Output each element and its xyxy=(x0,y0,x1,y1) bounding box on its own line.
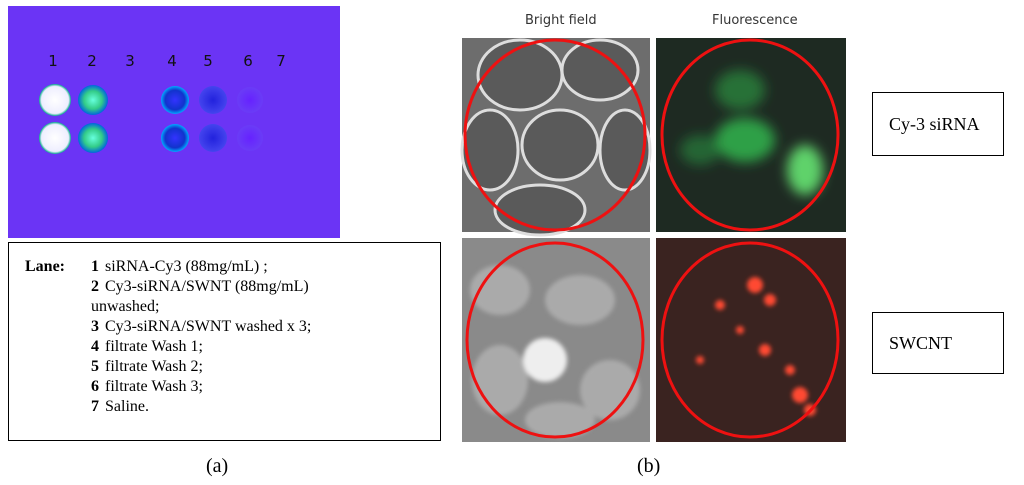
lane-number: 7 xyxy=(276,52,286,70)
legend-item: 2 Cy3-siRNA/SWNT (88mg/mL) unwashed; xyxy=(91,277,353,317)
lane-id: 1 xyxy=(91,258,99,275)
lane-description: siRNA-Cy3 (88mg/mL) ; xyxy=(105,258,268,275)
lane-number: 3 xyxy=(125,52,135,70)
lane-number: 5 xyxy=(203,52,213,70)
column-header: Bright field xyxy=(525,13,597,28)
legend-box: Lane: 1 siRNA-Cy3 (88mg/mL) ; 2 Cy3-siRNA/S… xyxy=(8,242,441,441)
row-label: SWCNT xyxy=(872,312,1004,374)
lane-description: Saline. xyxy=(105,398,149,415)
lane-id: 3 xyxy=(91,318,99,335)
gel-spots xyxy=(39,84,263,154)
lane-numbers: 1 2 3 4 5 6 7 xyxy=(48,52,286,70)
row-label: Cy-3 siRNA xyxy=(872,92,1004,156)
lane-description: Cy3-siRNA/SWNT washed x 3; xyxy=(105,318,312,335)
lane-id: 4 xyxy=(91,338,99,355)
legend-item: 3 Cy3-siRNA/SWNT washed x 3; xyxy=(91,317,353,337)
bright-field-cy3 xyxy=(460,38,652,237)
lane-number: 4 xyxy=(167,52,177,70)
caption-a: (a) xyxy=(206,455,229,477)
legend-heading: Lane: xyxy=(25,258,65,275)
legend-item: 7 Saline. xyxy=(91,397,353,417)
legend-item: 6 filtrate Wash 3; xyxy=(91,377,353,397)
lane-description: filtrate Wash 3; xyxy=(105,378,203,395)
lane-id: 6 xyxy=(91,378,99,395)
lane-number: 6 xyxy=(243,52,253,70)
lane-description: filtrate Wash 2; xyxy=(105,358,203,375)
lane-number: 2 xyxy=(87,52,97,70)
lane-number: 1 xyxy=(48,52,58,70)
legend-list: 1 siRNA-Cy3 (88mg/mL) ; 2 Cy3-siRNA/SWNT (8… xyxy=(91,257,353,417)
legend-item: 1 siRNA-Cy3 (88mg/mL) ; xyxy=(91,257,353,277)
lane-id: 2 xyxy=(91,278,99,295)
lane-id: 7 xyxy=(91,398,99,415)
legend-item: 5 filtrate Wash 2; xyxy=(91,357,353,377)
bright-field-swcnt xyxy=(462,238,650,442)
lane-id: 5 xyxy=(91,358,99,375)
fluorescence-swcnt xyxy=(656,238,846,442)
lane-description: Cy3-siRNA/SWNT (88mg/mL) unwashed; xyxy=(91,278,309,315)
caption-b: (b) xyxy=(637,455,661,477)
legend-item: 4 filtrate Wash 1; xyxy=(91,337,353,357)
gel-image xyxy=(8,6,340,238)
fluorescence-cy3 xyxy=(656,38,846,232)
lane-description: filtrate Wash 1; xyxy=(105,338,203,355)
column-header: Fluorescence xyxy=(712,13,798,28)
